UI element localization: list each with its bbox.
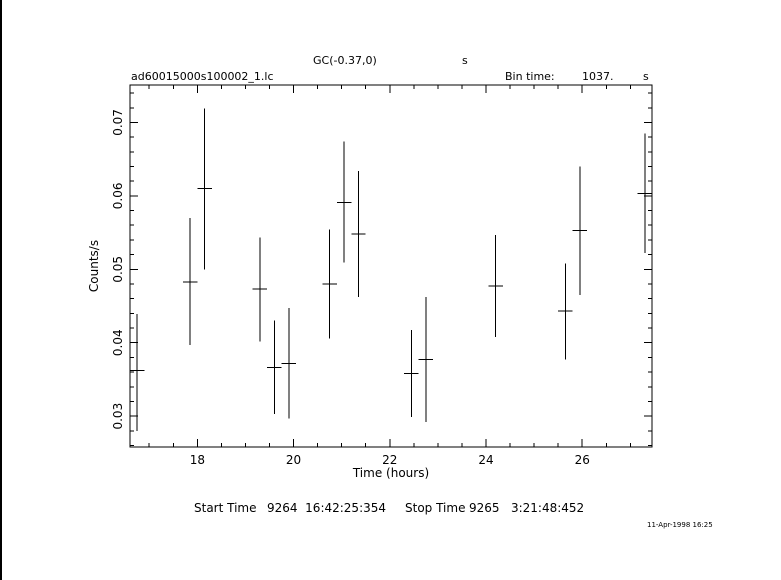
start-time-value: 9264 16:42:25:354 [267,501,387,515]
x-tick-label: 20 [286,453,301,467]
y-tick-label: 0.03 [111,403,125,430]
x-tick-label: 22 [382,453,397,467]
left-edge-line [0,0,2,580]
x-axis-label: Time (hours) [352,466,429,480]
y-axis-label: Counts/s [87,240,101,292]
source-unit: s [462,54,468,67]
y-tick-label: 0.04 [111,329,125,356]
x-tick-label: 18 [190,453,205,467]
bin-time-value: 1037. [582,70,614,83]
x-tick-label: 24 [478,453,493,467]
source-title: GC(-0.37,0) [313,54,377,67]
start-time-label: Start Time [194,501,257,515]
lightcurve-filename: ad60015000s100002_1.lc [131,70,274,83]
stop-time-label: Stop Time [405,501,466,515]
timestamp-stamp: 11-Apr-1998 16:25 [647,521,713,529]
stop-time-value: 9265 3:21:48:452 [469,501,585,515]
y-tick-label: 0.06 [111,183,125,210]
y-tick-label: 0.07 [111,109,125,136]
plot-frame [129,84,653,448]
bin-time-label: Bin time: [505,70,555,83]
x-tick-label: 26 [575,453,590,467]
bin-time-unit: s [643,70,649,83]
y-tick-label: 0.05 [111,256,125,283]
